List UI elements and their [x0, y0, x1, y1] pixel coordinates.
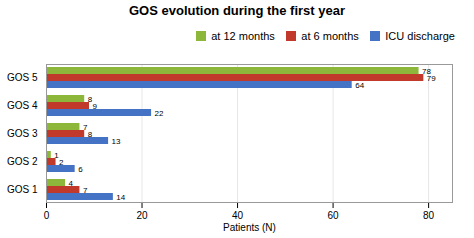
svg-text:8: 8	[87, 94, 93, 104]
svg-text:7: 7	[83, 185, 88, 194]
svg-text:Patients (N): Patients (N)	[223, 221, 276, 232]
svg-text:7: 7	[82, 122, 88, 132]
svg-text:78: 78	[422, 66, 431, 76]
svg-text:14: 14	[116, 192, 125, 201]
svg-text:8: 8	[88, 129, 93, 138]
svg-text:64: 64	[355, 80, 364, 89]
svg-text:GOS 4: GOS 4	[7, 100, 38, 111]
svg-text:20: 20	[136, 209, 148, 220]
svg-text:GOS 3: GOS 3	[7, 128, 38, 139]
svg-text:60: 60	[328, 209, 340, 220]
svg-text:GOS 5: GOS 5	[7, 72, 38, 83]
html-text:at 6 months: at 6 months	[301, 29, 359, 42]
html-text:GOS evolution during the first: GOS evolution during the first year	[129, 3, 345, 18]
svg-text:79: 79	[427, 73, 436, 82]
svg-text:2: 2	[59, 157, 64, 166]
svg-text:GOS 2: GOS 2	[7, 156, 38, 167]
svg-text:0: 0	[44, 209, 50, 220]
html-text:at 12 months: at 12 months	[211, 29, 275, 42]
svg-text:4: 4	[69, 178, 74, 187]
svg-text:6: 6	[78, 164, 83, 173]
html-text:ICU discharge: ICU discharge	[385, 29, 455, 42]
svg-text:1: 1	[54, 150, 59, 160]
svg-text:40: 40	[232, 209, 244, 220]
svg-text:9: 9	[92, 101, 97, 110]
svg-text:GOS 1: GOS 1	[7, 184, 38, 195]
svg-text:22: 22	[155, 108, 164, 117]
svg-text:13: 13	[112, 136, 121, 145]
svg-text:80: 80	[423, 209, 435, 220]
